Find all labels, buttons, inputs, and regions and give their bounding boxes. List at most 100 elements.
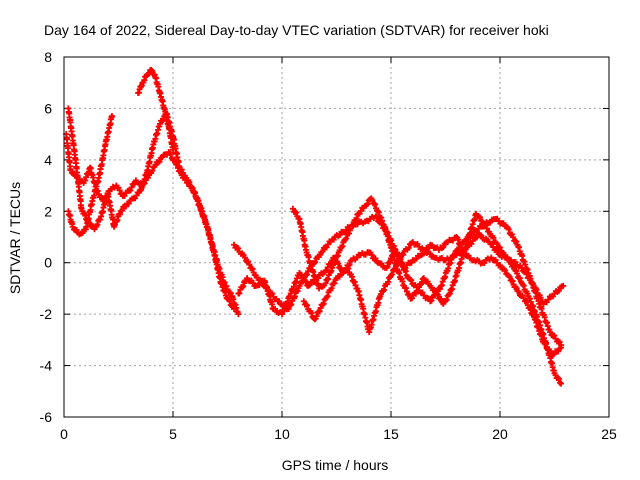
data-point-marker: [523, 271, 530, 278]
data-point-marker: [236, 290, 243, 297]
data-point-marker: [478, 232, 485, 239]
data-point-marker: [320, 300, 327, 307]
data-point-marker: [308, 310, 315, 317]
data-point-marker: [226, 298, 233, 305]
data-point-marker: [317, 304, 324, 311]
data-point-marker: [223, 283, 230, 290]
data-point-marker: [436, 285, 443, 292]
data-point-marker: [483, 225, 490, 232]
data-point-marker: [118, 207, 125, 214]
data-point-marker: [458, 249, 465, 256]
data-point-marker: [413, 255, 420, 262]
data-point-marker: [245, 258, 252, 265]
data-point-marker: [364, 201, 371, 208]
data-point-marker: [345, 230, 352, 237]
y-tick-label: 4: [44, 152, 52, 168]
data-point-marker: [224, 286, 231, 293]
y-tick-label: 8: [44, 49, 52, 65]
y-tick-label: -2: [40, 306, 53, 322]
data-point-marker: [415, 287, 422, 294]
series-track-5: [235, 234, 565, 359]
data-point-marker: [304, 302, 311, 309]
data-point-marker: [357, 207, 364, 214]
data-point-marker: [501, 267, 508, 274]
data-point-marker: [440, 244, 447, 251]
data-point-marker: [391, 266, 398, 273]
data-point-marker: [378, 260, 385, 267]
data-point: [108, 113, 115, 120]
data-point-marker: [276, 298, 283, 305]
data-point-marker: [97, 216, 104, 223]
data-point-marker: [402, 285, 409, 292]
x-tick-label: 0: [60, 426, 68, 442]
data-point-marker: [405, 244, 412, 251]
data-point-marker: [133, 192, 140, 199]
data-point-marker: [555, 287, 562, 294]
data-point-marker: [513, 238, 520, 245]
data-point-marker: [293, 209, 300, 216]
data-point-marker: [265, 286, 272, 293]
data-point-marker: [381, 286, 388, 293]
data-point-marker: [328, 285, 335, 292]
chart-title: Day 164 of 2022, Sidereal Day-to-day VTE…: [44, 22, 549, 38]
data-point-marker: [319, 248, 326, 255]
data-point-marker: [246, 261, 253, 268]
data-point-marker: [551, 332, 558, 339]
data-point-marker: [392, 263, 399, 270]
grid-lines: [64, 57, 609, 417]
data-point-marker: [537, 294, 544, 301]
data-point-marker: [186, 179, 193, 186]
data-point-marker: [533, 286, 540, 293]
data-point-marker: [79, 230, 86, 237]
data-point-marker: [288, 301, 295, 308]
data-point-marker: [336, 231, 343, 238]
x-tick-label: 20: [492, 426, 508, 442]
data-point-marker: [515, 288, 522, 295]
series-track-4: [135, 66, 176, 153]
data-point: [558, 342, 565, 348]
data-point-marker: [394, 259, 401, 266]
data-point-marker: [324, 293, 331, 300]
data-point: [560, 282, 567, 289]
data-point-marker: [476, 214, 483, 221]
data-point-marker: [408, 295, 415, 302]
data-point-marker: [178, 166, 185, 173]
data-point-marker: [240, 283, 247, 290]
y-axis-label: SDTVAR / TECUs: [7, 182, 23, 294]
data-point-marker: [372, 201, 379, 208]
data-point-marker: [167, 151, 174, 158]
data-point-marker: [159, 117, 166, 124]
data-point-marker: [527, 275, 534, 282]
data-point-marker: [227, 290, 234, 297]
data-point-marker: [516, 275, 523, 282]
data-point-marker: [272, 305, 279, 312]
data-point: [558, 380, 565, 387]
data-point: [235, 311, 242, 318]
data-point-marker: [555, 375, 562, 382]
data-point-marker: [443, 296, 450, 303]
data-point-marker: [488, 240, 495, 247]
x-tick-label: 15: [383, 426, 399, 442]
data-point-marker: [510, 234, 517, 241]
data-point-marker: [482, 222, 489, 229]
data-point-marker: [343, 235, 350, 242]
data-point-marker: [494, 247, 501, 254]
data-point-marker: [346, 261, 353, 268]
data-point-marker: [345, 265, 352, 272]
plot-area: [63, 66, 567, 387]
data-point-marker: [434, 291, 441, 298]
data-point-marker: [500, 220, 507, 227]
data-point-marker: [125, 200, 132, 207]
data-point-marker: [505, 226, 512, 233]
data-point-marker: [348, 273, 355, 280]
data-point-marker: [323, 244, 330, 251]
data-point-marker: [408, 277, 415, 284]
data-point-marker: [400, 251, 407, 258]
data-point-marker: [418, 280, 425, 287]
y-tick-label: 6: [44, 100, 52, 116]
data-point-marker: [509, 278, 516, 285]
data-point-marker: [456, 244, 463, 251]
data-point-marker: [385, 278, 392, 285]
series-track-8: [300, 231, 567, 336]
data-point: [241, 254, 248, 261]
